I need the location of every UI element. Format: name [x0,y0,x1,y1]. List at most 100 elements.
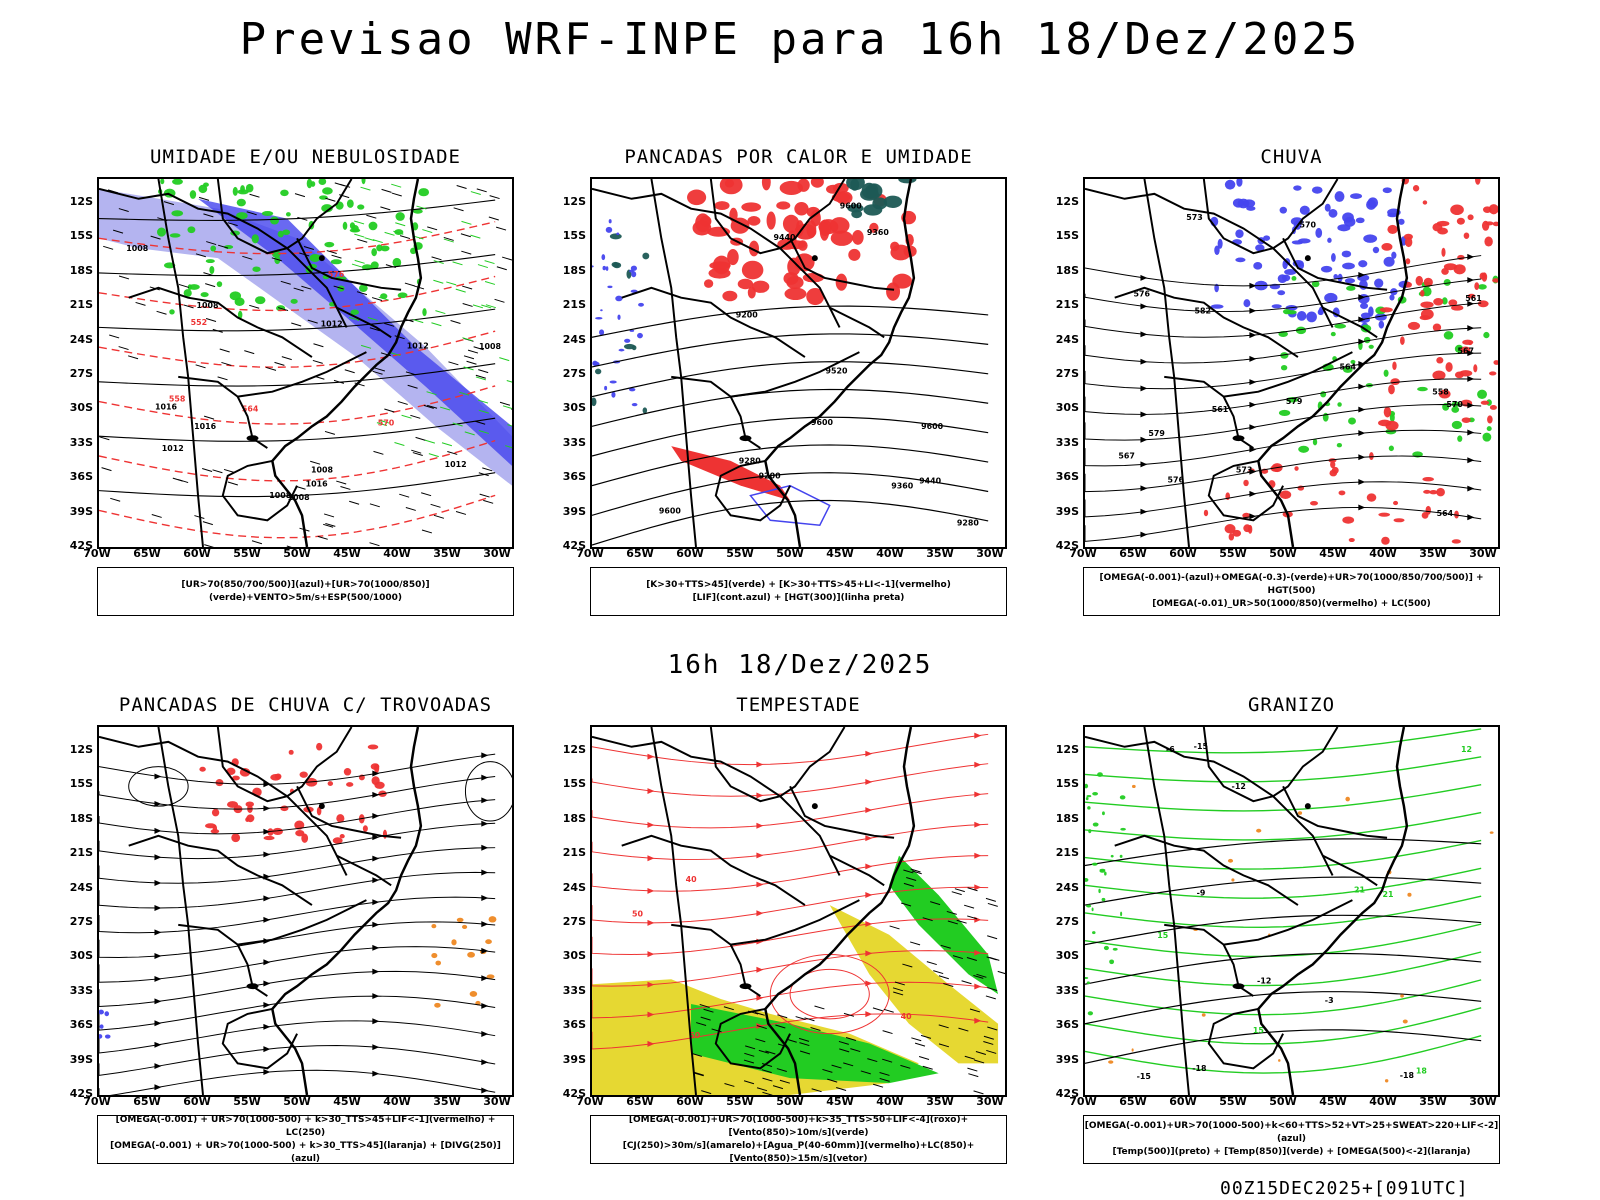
lat-tick-label: 24S [69,880,93,894]
lon-tick-label: 40W [1369,1095,1397,1108]
lon-tick-label: 50W [1269,547,1297,560]
legend-line: [OMEGA(-0.001)+UR>70(1000-500)+k>35_TTS>… [628,1114,969,1138]
lat-tick-label: 12S [1055,195,1079,208]
lat-tick-label: 30S [69,401,93,415]
lat-tick-label: 36S [1055,1018,1079,1032]
lat-tick-label: 36S [69,470,93,484]
lon-tick-label: 35W [926,1095,954,1108]
map-granizo: -3 -6 -9 -12 -15 -18 -12 -15 -18 21 21 15 15 18 12 [1083,725,1500,1097]
contour-label: 567 [1458,347,1475,356]
lon-tick-label: 50W [283,547,311,560]
legend-pancadas-calor: [K>30+TTS>45](verde) + [K>30+TTS>45+LI<-… [590,567,1007,616]
lat-tick-label: 12S [562,743,586,756]
contour-label: 50 [632,910,644,919]
contour-label: 1016 [306,479,329,488]
contour-label: 570 [1300,220,1317,229]
legend-line: [OMEGA(-0.01)_UR>50(1000/850)(vermelho) … [1152,599,1431,609]
map-canvas-pancadas-calor: 9600 9600 9520 9600 9440 9600 9440 9360 9360 9280… [592,179,989,547]
lat-tick-label: 15S [562,229,586,243]
lon-tick-label: 35W [433,1095,461,1108]
lat-tick-label: 36S [69,1018,93,1032]
panel-title-chuva: CHUVA [1260,146,1323,168]
page-title: Previsao WRF-INPE para 16h 18/Dez/2025 [239,14,1361,65]
lat-tick-label: 15S [562,777,586,791]
lon-tick-label: 45W [826,547,854,560]
lon-tick-label: 60W [183,1095,211,1108]
lat-tick-label: 18S [562,811,586,825]
lon-tick-label: 60W [1169,1095,1197,1108]
lat-tick-label: 30S [562,401,586,415]
contour-label: 1012 [321,320,343,329]
lon-tick-label: 60W [676,1095,704,1108]
lon-tick-label: 70W [83,547,111,560]
contour-label: 21 [1383,890,1394,899]
lat-tick-label: 15S [1055,229,1079,243]
lon-tick-label: 30W [483,1095,511,1108]
lat-tick-label: 18S [1055,811,1079,825]
contour-label: 9600 [811,418,834,427]
contour-label: -18 [1400,1071,1415,1080]
map-pancadas-calor: 9600 9600 9520 9600 9440 9600 9440 9360 9360 9280… [590,177,1007,549]
contour-label: 1012 [445,460,467,469]
lat-tick-label: 42S [69,539,93,552]
lon-tick-label: 65W [133,547,161,560]
lat-tick-label: 39S [69,1052,93,1066]
lat-tick-label: 27S [69,367,93,380]
lon-tick-label: 70W [576,1095,604,1108]
panel-title-tempestade: TEMPESTADE [736,694,861,716]
contour-label: 9600 [659,506,682,515]
contour-label: 1008 [479,342,502,351]
lat-tick-label: 42S [562,1087,586,1100]
lat-tick-label: 24S [562,880,586,894]
lon-tick-label: 35W [926,547,954,560]
lat-tick-label: 18S [69,811,93,825]
legend-line: [Temp(500)](preto) + [Temp(850)](verde) … [1112,1147,1471,1157]
lat-tick-label: 42S [69,1087,93,1100]
panel-title-pancadas-calor: PANCADAS POR CALOR E UMIDADE [624,146,973,168]
lon-tick-label: 40W [383,1095,411,1108]
contour-label: 18 [1416,1066,1428,1075]
contour-label: 1016 [155,402,178,411]
lon-tick-label: 70W [576,547,604,560]
contour-label: -15 [1137,1072,1151,1081]
contour-label: 561 [1465,294,1482,303]
lat-tick-label: 15S [1055,777,1079,791]
panel-title-granizo: GRANIZO [1247,694,1336,716]
contour-label: -18 [1192,1064,1207,1073]
lon-tick-label: 40W [876,1095,904,1108]
lon-tick-label: 45W [826,1095,854,1108]
lon-tick-label: 65W [133,1095,161,1108]
lat-tick-label: 42S [562,539,586,552]
lat-tick-label: 36S [562,470,586,484]
legend-line: [OMEGA(-0.001)+UR>70(1000-500)+k<60+TTS>… [1084,1121,1499,1144]
contour-label: 567 [1118,452,1135,461]
lat-tick-label: 27S [69,915,93,928]
contour-label: -12 [1257,976,1271,985]
lon-tick-label: 50W [776,1095,804,1108]
lat-tick-label: 33S [562,435,586,449]
lon-tick-label: 30W [483,547,511,560]
lon-tick-label: 55W [726,547,754,560]
contour-label: 1008 [269,491,292,500]
lat-tick-label: 27S [1055,915,1079,928]
contour-label: 582 [1194,306,1211,315]
panel-title-umidade: UMIDADE E/OU NEBULOSIDADE [150,146,461,168]
contour-label: 573 [1186,213,1203,222]
contour-label: 570 [378,418,395,427]
legend-line: [K>30+TTS>45](verde) + [K>30+TTS>45+LI<-… [646,579,951,590]
lat-tick-label: 42S [1055,1087,1079,1100]
contour-label: 9280 [739,457,762,466]
lat-tick-label: 36S [562,1018,586,1032]
lat-tick-label: 24S [562,332,586,346]
map-chuva: 582 579 576 573 570 567 564 561 576 573 570 567 564 5… [1083,177,1500,549]
lat-tick-label: 33S [69,435,93,449]
lat-tick-label: 24S [1055,880,1079,894]
contour-label: 1008 [311,466,334,475]
lat-tick-label: 21S [69,846,93,860]
lat-tick-label: 33S [1055,983,1079,997]
lat-tick-label: 12S [69,743,93,756]
contour-label: 576 [328,270,345,279]
contour-label: -3 [1325,996,1334,1005]
map-canvas-umidade: 1008100810121008100810121016101610121008… [99,179,512,547]
contour-label: 9440 [919,476,942,485]
